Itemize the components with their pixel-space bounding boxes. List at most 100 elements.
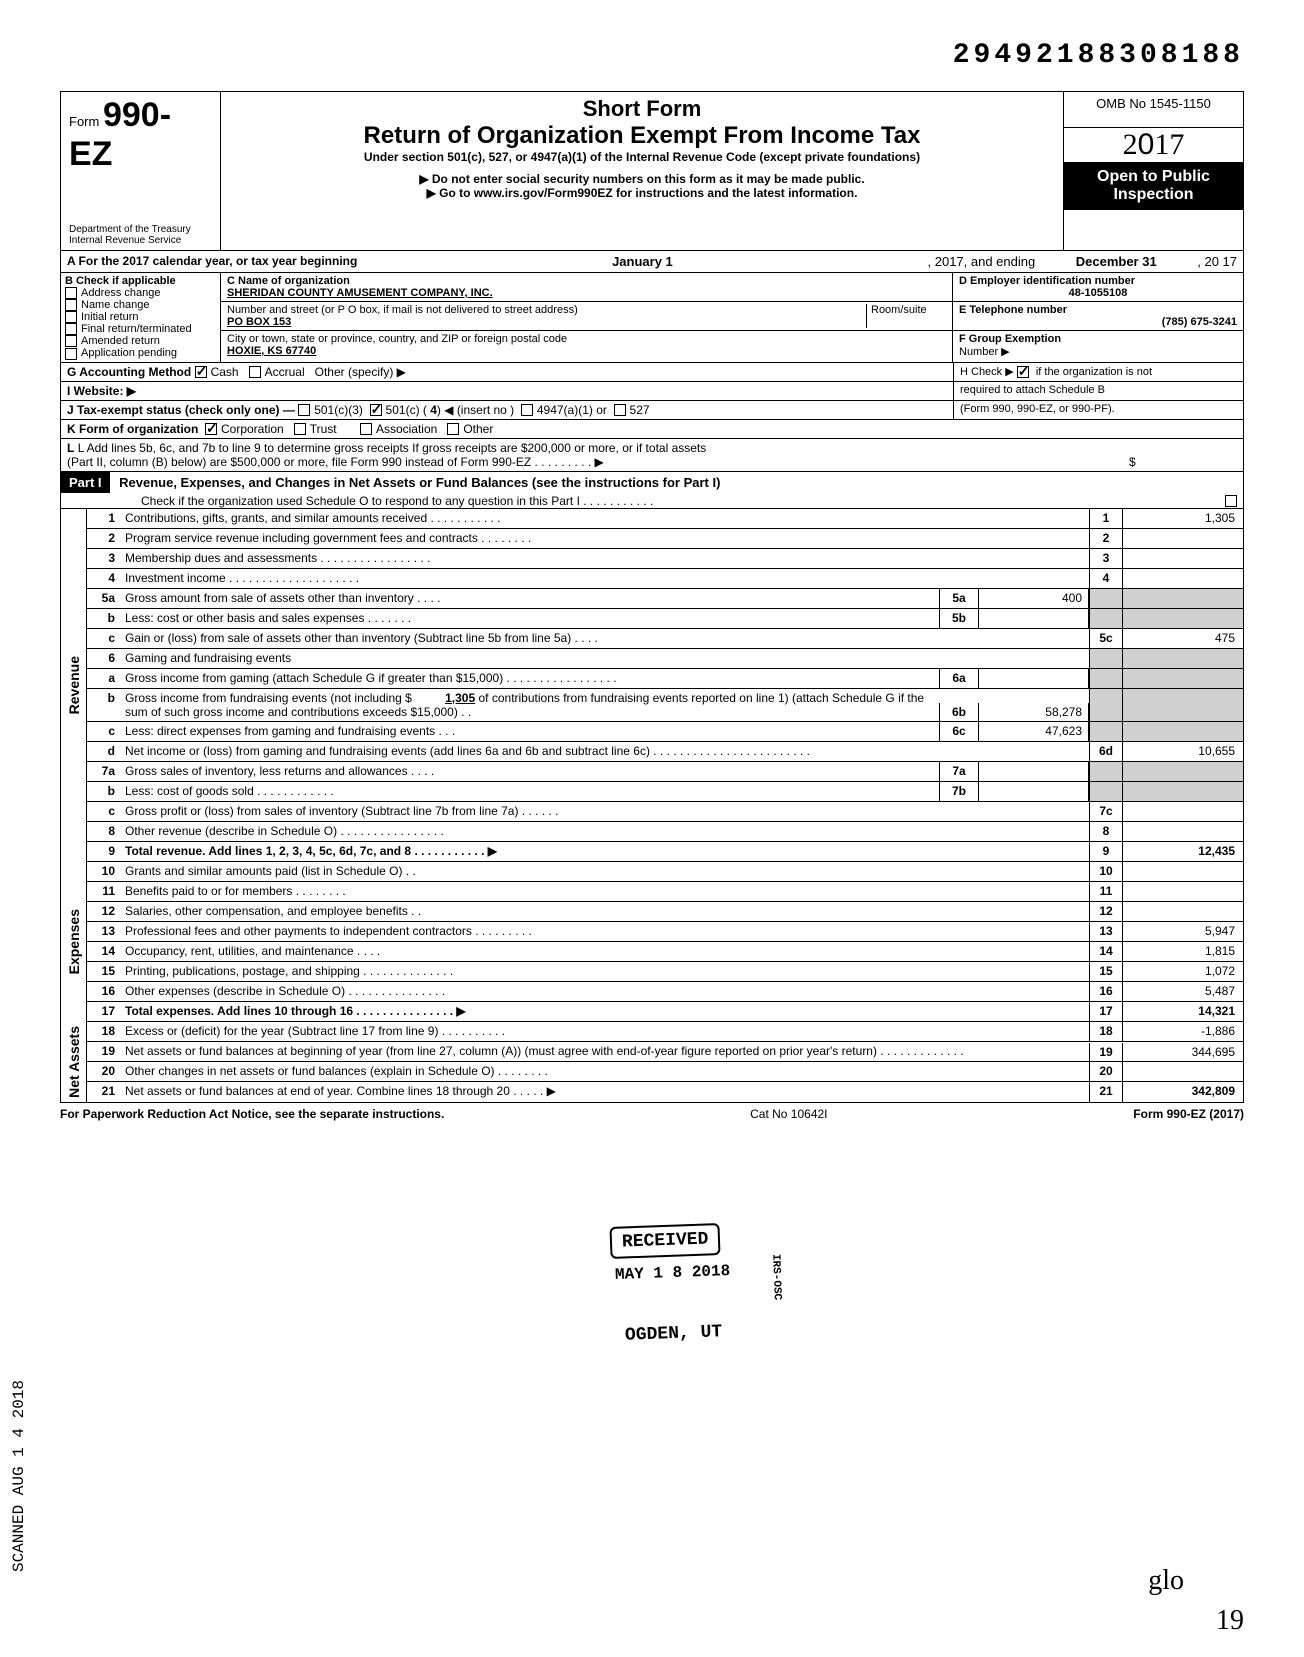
line-19-val: 344,695 — [1123, 1043, 1243, 1061]
row-i: I Website: ▶ required to attach Schedule… — [60, 382, 1244, 401]
room-suite: Room/suite — [866, 304, 946, 328]
row-k-label: K Form of organization — [67, 422, 198, 436]
row-l-2: (Part II, column (B) below) are $500,000… — [67, 455, 604, 469]
chk-527[interactable] — [614, 404, 626, 416]
stamp-scanned: SCANNED AUG 1 4 2018 — [10, 1380, 28, 1572]
form-number-big: 990-EZ — [69, 96, 171, 173]
tax-year: 20201717 — [1064, 128, 1243, 162]
line-14-desc: Occupancy, rent, utilities, and maintena… — [121, 942, 1089, 961]
stamp-irs: IRS-OSC — [759, 1249, 793, 1304]
line-12-desc: Salaries, other compensation, and employ… — [121, 902, 1089, 921]
stamp-ogden: OGDEN, UT — [615, 1318, 733, 1350]
open-public: Open to PublicInspection — [1064, 162, 1243, 210]
website-label: I Website: ▶ — [67, 384, 136, 398]
line-2-desc: Program service revenue including govern… — [121, 529, 1089, 548]
chk-final[interactable]: Final return/terminated — [65, 323, 216, 335]
other-specify: Other (specify) ▶ — [315, 365, 406, 379]
row-a-mid: , 2017, and ending — [922, 251, 1042, 272]
footer-left: For Paperwork Reduction Act Notice, see … — [60, 1107, 444, 1121]
header-line1: ▶ Do not enter social security numbers o… — [229, 172, 1055, 186]
city-label: City or town, state or province, country… — [227, 333, 567, 345]
row-a-yr: , 20 17 — [1191, 251, 1243, 272]
dept2: Internal Revenue Service — [69, 235, 212, 246]
line-5b-desc: Less: cost or other basis and sales expe… — [121, 609, 939, 628]
ein-hdr: D Employer identification number — [959, 275, 1135, 287]
chk-part1-o[interactable] — [1225, 495, 1237, 507]
side-revenue: Revenue — [61, 509, 87, 862]
form-header: Form 990-EZ Department of the Treasury I… — [60, 91, 1244, 251]
chk-501c[interactable] — [370, 404, 382, 416]
line-17-val: 14,321 — [1123, 1002, 1243, 1021]
page-footer: For Paperwork Reduction Act Notice, see … — [60, 1103, 1244, 1121]
org-addr: PO BOX 153 — [227, 316, 291, 328]
row-a-end: December 31 — [1041, 251, 1191, 272]
chk-other-org[interactable] — [447, 423, 459, 435]
line-7a-desc: Gross sales of inventory, less returns a… — [121, 762, 939, 781]
group-sub: Number ▶ — [959, 346, 1010, 358]
form-number: Form 990-EZ — [69, 96, 212, 174]
row-j: J Tax-exempt status (check only one) — 5… — [60, 401, 1244, 420]
row-j-label: J Tax-exempt status (check only one) — — [67, 403, 295, 417]
line-6d-val: 10,655 — [1123, 742, 1243, 761]
line-11-desc: Benefits paid to or for members . . . . … — [121, 882, 1089, 901]
col-b-hdr: B Check if applicable — [65, 275, 216, 287]
line-3-desc: Membership dues and assessments . . . . … — [121, 549, 1089, 568]
row-g-label: G Accounting Method — [67, 365, 191, 379]
chk-assoc[interactable] — [360, 423, 372, 435]
line-6a-desc: Gross income from gaming (attach Schedul… — [121, 669, 939, 688]
line-6b-val: 58,278 — [979, 703, 1089, 721]
line-5c-val: 475 — [1123, 629, 1243, 648]
line-21-desc: Net assets or fund balances at end of ye… — [121, 1082, 1089, 1102]
dln: 29492188308188 — [60, 40, 1244, 71]
line-5a-desc: Gross amount from sale of assets other t… — [121, 589, 939, 608]
line-18-val: -1,886 — [1123, 1022, 1243, 1041]
row-l-1: L Add lines 5b, 6c, and 7b to line 9 to … — [78, 441, 707, 455]
line-4-desc: Investment income . . . . . . . . . . . … — [121, 569, 1089, 588]
phone: (785) 675-3241 — [959, 316, 1237, 328]
chk-accrual[interactable] — [249, 366, 261, 378]
line-8-desc: Other revenue (describe in Schedule O) .… — [121, 822, 1089, 841]
part1-header: Part I Revenue, Expenses, and Changes in… — [60, 472, 1244, 509]
chk-501c3[interactable] — [298, 404, 310, 416]
line-15-desc: Printing, publications, postage, and shi… — [121, 962, 1089, 981]
chk-corp[interactable] — [205, 423, 217, 435]
chk-trust[interactable] — [294, 423, 306, 435]
line-5a-val: 400 — [979, 589, 1089, 608]
row-h-3: required to attach Schedule B — [953, 382, 1243, 400]
group-hdr: F Group Exemption — [959, 333, 1061, 345]
part1-check: Check if the organization used Schedule … — [61, 494, 653, 508]
chk-name[interactable]: Name change — [65, 299, 216, 311]
line-16-val: 5,487 — [1123, 982, 1243, 1001]
row-a: A For the 2017 calendar year, or tax yea… — [60, 251, 1244, 273]
chk-schedb[interactable] — [1017, 366, 1029, 378]
col-c: C Name of organization SHERIDAN COUNTY A… — [221, 273, 953, 362]
row-l: L L Add lines 5b, 6c, and 7b to line 9 t… — [60, 439, 1244, 472]
col-b: B Check if applicable Address change Nam… — [61, 273, 221, 362]
chk-pending[interactable]: Application pending — [65, 347, 216, 359]
line-1-val: 1,305 — [1123, 509, 1243, 528]
chk-cash[interactable] — [195, 366, 207, 378]
side-expenses: Expenses — [61, 862, 87, 1022]
side-netassets: Net Assets — [61, 1022, 87, 1102]
chk-address[interactable]: Address change — [65, 287, 216, 299]
block-bcde: B Check if applicable Address change Nam… — [60, 273, 1244, 363]
sub-title: Under section 501(c), 527, or 4947(a)(1)… — [229, 150, 1055, 164]
line-5c-desc: Gain or (loss) from sale of assets other… — [121, 629, 1089, 648]
line-6d-desc: Net income or (loss) from gaming and fun… — [121, 742, 1089, 761]
chk-4947[interactable] — [521, 404, 533, 416]
line-16-desc: Other expenses (describe in Schedule O) … — [121, 982, 1089, 1001]
org-name: SHERIDAN COUNTY AMUSEMENT COMPANY, INC. — [227, 287, 493, 299]
col-c-hdr: C Name of organization — [227, 275, 350, 287]
line-9-val: 12,435 — [1123, 842, 1243, 861]
line-6c-desc: Less: direct expenses from gaming and fu… — [121, 722, 939, 741]
stamp-date: MAY 1 8 2018 — [605, 1258, 741, 1289]
line-1-desc: Contributions, gifts, grants, and simila… — [121, 509, 1089, 528]
part1-title: Revenue, Expenses, and Changes in Net As… — [113, 472, 726, 493]
chk-amended[interactable]: Amended return — [65, 335, 216, 347]
line-15-val: 1,072 — [1123, 962, 1243, 981]
chk-initial[interactable]: Initial return — [65, 311, 216, 323]
line-19-desc: Net assets or fund balances at beginning… — [121, 1042, 1089, 1061]
line-6-desc: Gaming and fundraising events — [121, 649, 1089, 668]
row-h-4: (Form 990, 990-EZ, or 990-PF). — [953, 401, 1243, 419]
handwriting-2: 19 — [1216, 1605, 1244, 1637]
